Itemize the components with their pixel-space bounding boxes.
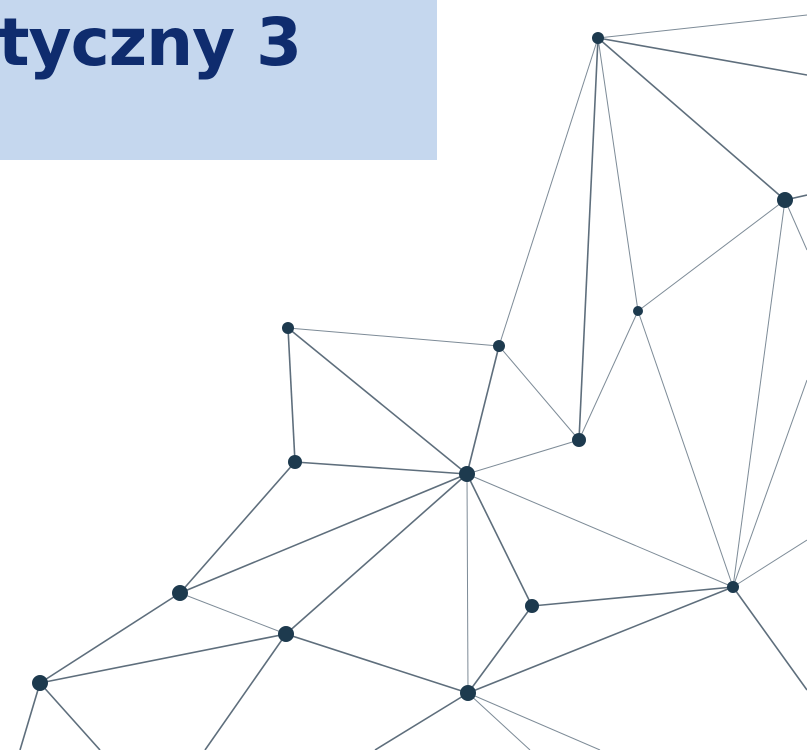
edges <box>20 15 807 750</box>
network-decoration <box>0 0 807 750</box>
nodes <box>32 32 793 701</box>
page: tyczny 3 <box>0 0 807 750</box>
